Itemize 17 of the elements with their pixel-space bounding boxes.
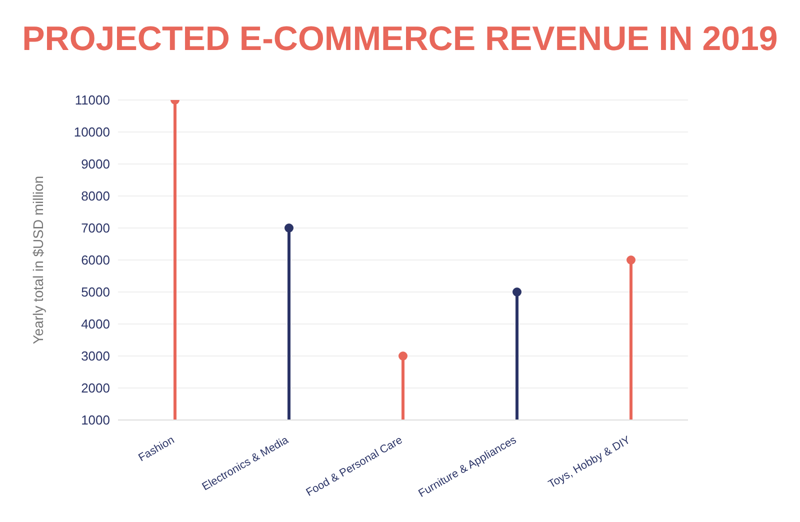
y-tick-label: 6000 (81, 252, 110, 268)
y-tick-label: 1000 (81, 412, 110, 428)
y-tick-label: 7000 (81, 220, 110, 236)
y-axis-title: Yearly total in $USD million (30, 176, 46, 344)
y-tick-label: 8000 (81, 188, 110, 204)
y-tick-label: 5000 (81, 284, 110, 300)
y-tick-label: 4000 (81, 316, 110, 332)
point (284, 224, 294, 232)
point (626, 256, 636, 264)
point (512, 288, 522, 296)
y-tick-label: 10000 (74, 124, 110, 140)
point (398, 352, 408, 360)
y-tick-label: 2000 (81, 380, 110, 396)
chart-title: PROJECTED E-COMMERCE REVENUE IN 2019 (21, 19, 779, 60)
y-tick-label: 11000 (74, 92, 110, 108)
y-tick-label: 3000 (81, 348, 110, 364)
y-tick-label: 9000 (81, 156, 110, 172)
